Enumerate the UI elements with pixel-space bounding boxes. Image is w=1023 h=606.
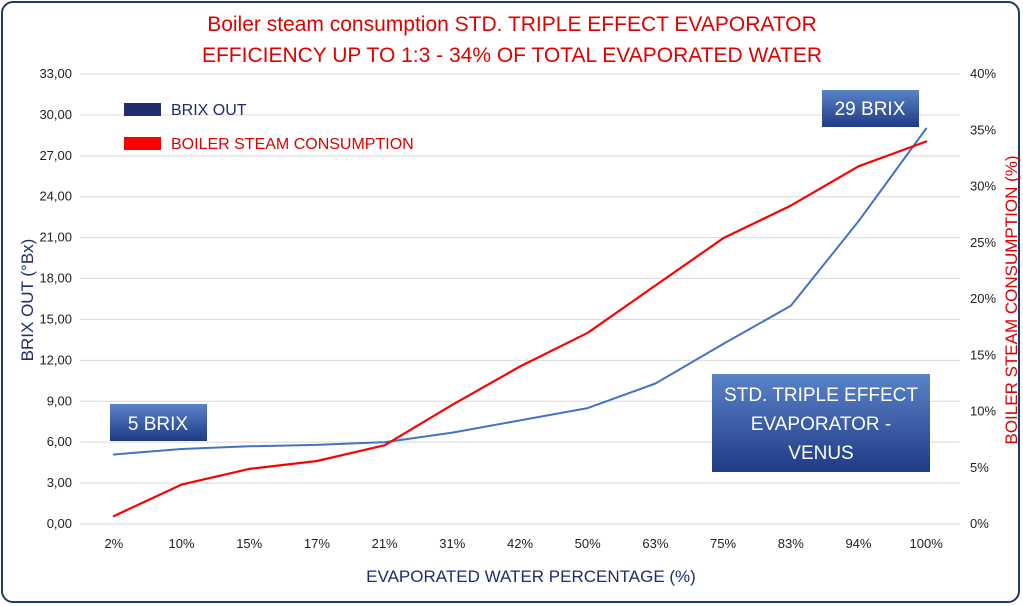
legend-label-brix-out: BRIX OUT	[171, 102, 247, 119]
x-tick-label: 17%	[304, 536, 330, 551]
x-tick-label: 63%	[642, 536, 668, 551]
annotation-box-29-brix	[822, 90, 919, 127]
y-left-tick-label: 15,00	[39, 311, 72, 326]
left-axis-ticks: 0,00 3,00 6,00 9,00 12,00 15,00 18,00 21,00 24,0…	[39, 66, 72, 531]
x-tick-label: 42%	[507, 536, 533, 551]
y-right-tick-label: 15%	[970, 347, 996, 362]
y-right-tick-label: 0%	[970, 516, 989, 531]
annotation-box-5-brix	[110, 404, 207, 441]
y-axis-left-title: BRIX OUT (°Bx)	[18, 239, 37, 362]
x-tick-label: 50%	[575, 536, 601, 551]
y-left-tick-label: 27,00	[39, 148, 72, 163]
annotation-text-venus-line-2: EVAPORATOR -	[751, 414, 891, 435]
y-right-tick-label: 5%	[970, 460, 989, 475]
x-tick-label: 2%	[104, 536, 123, 551]
annotation-text-29-brix: 29 BRIX	[835, 99, 906, 120]
legend: BRIX OUT BOILER STEAM CONSUMPTION	[124, 102, 414, 153]
annotation-29-brix: 29 BRIX	[822, 90, 919, 127]
y-right-tick-label: 35%	[970, 122, 996, 137]
x-tick-label: 83%	[778, 536, 804, 551]
legend-swatch-brix-out	[124, 103, 161, 116]
y-left-tick-label: 30,00	[39, 107, 72, 122]
x-tick-label: 94%	[845, 536, 871, 551]
y-left-tick-label: 3,00	[47, 475, 72, 490]
x-tick-label: 75%	[710, 536, 736, 551]
y-left-tick-label: 12,00	[39, 352, 72, 367]
right-axis-ticks: 0% 5% 10% 15% 20% 25% 30% 35% 40%	[970, 66, 996, 531]
y-right-tick-label: 40%	[970, 66, 996, 81]
x-tick-label: 15%	[236, 536, 262, 551]
series-line-boiler-steam-consumption	[112, 140, 928, 518]
series-layer	[112, 127, 928, 518]
legend-swatch-boiler-steam	[124, 137, 161, 150]
annotation-box-venus	[712, 374, 930, 472]
y-axis-right-title: BOILER STEAM CONSUMPTION (%)	[1002, 155, 1021, 444]
y-right-tick-label: 20%	[970, 291, 996, 306]
chart-title-line-2: EFFICIENCY UP TO 1:3 - 34% OF TOTAL EVAP…	[202, 44, 822, 67]
y-right-tick-label: 25%	[970, 235, 996, 250]
y-left-tick-label: 9,00	[47, 393, 72, 408]
y-right-tick-label: 10%	[970, 404, 996, 419]
x-tick-label: 100%	[910, 536, 944, 551]
annotation-text-venus-line-1: STD. TRIPLE EFFECT	[724, 385, 918, 406]
x-axis-title: EVAPORATED WATER PERCENTAGE (%)	[366, 567, 696, 586]
chart-title-line-1: Boiler steam consumption STD. TRIPLE EFF…	[207, 13, 817, 36]
legend-label-boiler-steam: BOILER STEAM CONSUMPTION	[171, 136, 414, 153]
y-right-tick-label: 30%	[970, 179, 996, 194]
y-left-tick-label: 18,00	[39, 271, 72, 286]
y-left-tick-label: 24,00	[39, 189, 72, 204]
y-left-tick-label: 6,00	[47, 434, 72, 449]
annotation-5-brix: 5 BRIX	[110, 404, 207, 441]
annotation-text-5-brix: 5 BRIX	[128, 414, 189, 435]
y-left-tick-label: 21,00	[39, 230, 72, 245]
annotation-venus: STD. TRIPLE EFFECT EVAPORATOR - VENUS	[712, 374, 930, 472]
series-line-brix-out	[112, 127, 928, 456]
y-left-tick-label: 0,00	[47, 516, 72, 531]
x-tick-label: 21%	[372, 536, 398, 551]
x-axis-ticks: 2% 10% 15% 17% 21% 31% 42% 50% 63% 75% 83% 94% 100%	[104, 536, 943, 551]
x-tick-label: 31%	[439, 536, 465, 551]
x-tick-label: 10%	[169, 536, 195, 551]
annotation-text-venus-line-3: VENUS	[788, 443, 853, 464]
y-left-tick-label: 33,00	[39, 66, 72, 81]
